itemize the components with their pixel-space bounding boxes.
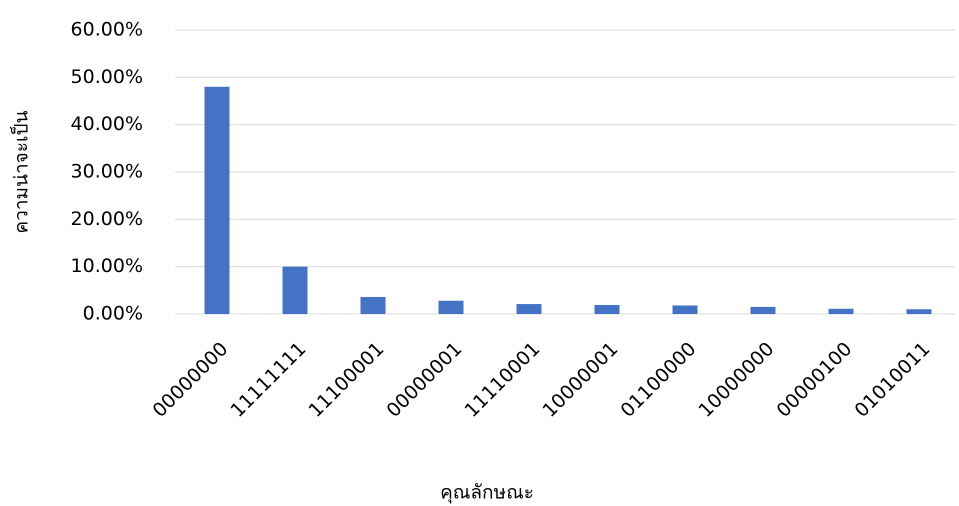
y-tick-label: 40.00%	[71, 113, 143, 135]
x-tick-label: 11110001	[460, 338, 544, 422]
x-tick-label: 00000000	[148, 338, 232, 422]
x-tick-label: 00000100	[772, 338, 856, 422]
bar	[906, 309, 932, 314]
x-tick-label: 01010011	[850, 338, 934, 422]
x-tick-label: 10000000	[694, 338, 778, 422]
y-tick-label: 30.00%	[71, 161, 143, 183]
bar	[516, 304, 542, 314]
y-tick-label: 50.00%	[71, 66, 143, 88]
y-tick-label: 60.00%	[71, 19, 143, 41]
bar	[438, 300, 464, 314]
x-tick-label: 11111111	[226, 338, 310, 422]
y-tick-label: 0.00%	[83, 303, 143, 325]
x-tick-label: 00000001	[382, 338, 466, 422]
bar	[360, 296, 386, 314]
bar	[672, 305, 698, 314]
x-axis-title: คุณลักษณะ	[440, 482, 534, 505]
bar	[828, 308, 854, 314]
y-tick-label: 10.00%	[71, 255, 143, 277]
bar	[750, 306, 776, 314]
bar	[282, 266, 308, 314]
x-tick-label: 01100000	[616, 338, 700, 422]
x-tick-label: 11100001	[304, 338, 388, 422]
y-axis-title: ความน่าจะเป็น	[9, 110, 33, 233]
y-tick-label: 20.00%	[71, 208, 143, 230]
bar	[204, 86, 230, 314]
x-tick-label: 10000001	[538, 338, 622, 422]
bar	[594, 305, 620, 314]
